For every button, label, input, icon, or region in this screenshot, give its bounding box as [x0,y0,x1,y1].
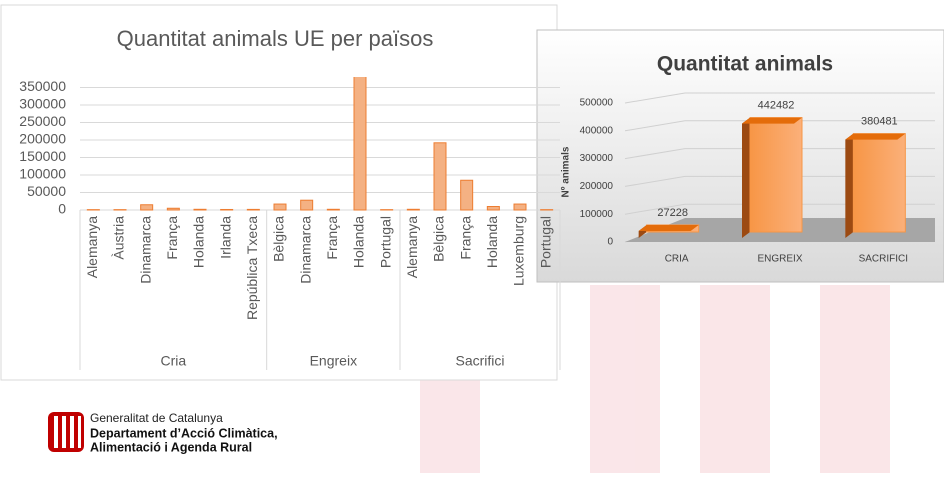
y-tick-label: 0 [607,237,613,248]
x-tick-label: Holanda [484,216,500,268]
x-tick-label: Dinamarca [297,216,313,284]
x-tick-label: ENGREIX [757,254,802,265]
group-label: Sacrifici [455,353,504,369]
x-tick-label: Àustria [111,216,127,260]
bar-top [742,118,802,124]
y-tick-label: 300000 [580,153,614,164]
bar [354,72,366,210]
bar-side [742,118,750,238]
bar [461,180,473,210]
bar [141,205,153,210]
x-tick-label: Dinamarca [137,216,153,284]
x-tick-label: França [324,216,340,260]
bar [274,204,286,210]
x-tick-label: República Txeca [244,216,260,320]
data-label: 442482 [758,100,795,112]
bar [750,118,802,232]
y-tick-label: 0 [58,201,66,217]
x-tick-label: Bèlgica [271,216,287,262]
y-tick-label: 250000 [19,113,66,129]
data-label: 380481 [861,116,898,128]
y-axis-label: Nº animals [561,146,572,197]
bar [167,208,179,210]
bar [434,143,446,210]
group-label: Engreix [310,353,357,369]
logo-text: Alimentació i Agenda Rural [90,440,252,454]
logo-text: Generalitat de Catalunya [90,411,223,425]
x-tick-label: França [457,216,473,260]
y-tick-label: 350000 [19,78,66,94]
y-tick-label: 150000 [19,148,66,164]
x-tick-label: Portugal [377,216,393,268]
x-tick-label: França [164,216,180,260]
x-tick-label: CRIA [665,254,689,265]
bar [221,209,233,210]
x-tick-label: Holanda [351,216,367,268]
bar-top [639,225,699,231]
bar [301,200,313,210]
y-tick-label: 100000 [580,209,614,220]
y-tick-label: 200000 [19,131,66,147]
bar [407,209,419,210]
x-tick-label: Bèlgica [431,216,447,262]
bar [487,207,499,211]
group-label: Cria [160,353,186,369]
x-tick-label: Portugal [537,216,553,268]
y-tick-label: 300000 [19,96,66,112]
x-tick-label: Irlanda [217,216,233,259]
x-tick-label: Holanda [191,216,207,268]
logo: Generalitat de Catalunya Departament d’A… [48,411,278,454]
chart-title: Quantitat animals [657,53,833,76]
y-tick-label: 400000 [580,125,614,136]
x-tick-label: Alemanya [404,216,420,278]
y-tick-label: 500000 [580,98,614,109]
bar-side [845,134,853,238]
bar [247,209,259,210]
chart-title: Quantitat animals UE per països [117,26,434,51]
bar [853,134,905,232]
logo-text: Departament d’Acció Climàtica, [90,426,278,440]
bar-top [845,134,905,140]
x-tick-label: SACRIFICI [859,254,908,265]
data-label: 27228 [657,207,688,219]
y-tick-label: 100000 [19,166,66,182]
bar [514,204,526,210]
bar [327,209,339,210]
y-tick-label: 200000 [580,181,614,192]
y-tick-label: 50000 [27,183,66,199]
x-tick-label: Alemanya [84,216,100,278]
x-tick-label: Luxemburg [511,216,527,286]
bar [194,209,206,210]
